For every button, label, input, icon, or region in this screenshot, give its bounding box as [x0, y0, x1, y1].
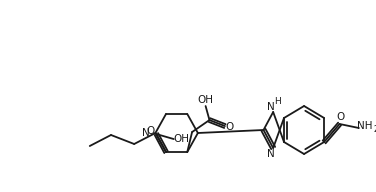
Text: O: O — [337, 112, 345, 122]
Text: O: O — [147, 126, 155, 136]
Text: O: O — [226, 122, 234, 132]
Text: N: N — [267, 149, 275, 159]
Text: N: N — [267, 102, 275, 112]
Text: OH: OH — [198, 95, 214, 105]
Text: N: N — [142, 128, 150, 138]
Text: H: H — [274, 98, 281, 107]
Text: NH: NH — [357, 121, 372, 131]
Text: OH: OH — [173, 134, 190, 144]
Text: 2: 2 — [374, 126, 376, 135]
